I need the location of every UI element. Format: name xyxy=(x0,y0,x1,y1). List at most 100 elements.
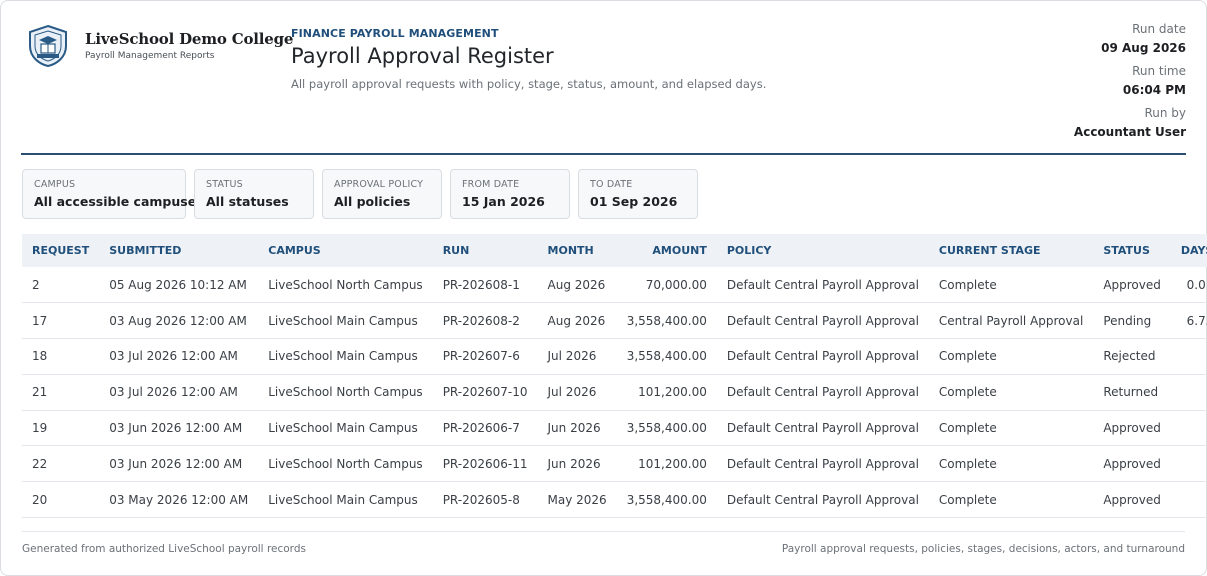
table-cell: LiveSchool North Campus xyxy=(258,267,433,304)
table-cell: Rejected xyxy=(1093,338,1171,375)
table-cell: Complete xyxy=(928,374,1094,411)
table-row: 17 03 Aug 2026 12:00 AM LiveSchool Main Ca… xyxy=(22,302,1207,340)
college-crest-icon xyxy=(29,24,67,68)
table-cell: Complete xyxy=(928,338,1094,375)
filter-value: All statuses xyxy=(206,194,289,209)
filter-value: All policies xyxy=(334,194,411,209)
table-cell: 18 xyxy=(22,338,100,375)
table-cell: PR-202606-11 xyxy=(432,445,538,483)
col-campus: CAMPUS xyxy=(268,244,321,257)
header-divider xyxy=(21,153,1186,155)
run-time-value: 06:04 PM xyxy=(1122,83,1186,97)
filter-label: STATUS xyxy=(206,179,243,190)
table-cell: 101,200.00 xyxy=(616,445,717,483)
table-cell: Default Central Payroll Approval xyxy=(716,374,929,411)
table-cell: Complete xyxy=(928,481,1094,519)
table-cell: Complete xyxy=(928,267,1094,304)
table-cell: Jul 2026 xyxy=(537,374,617,411)
table-cell: Jul 2026 xyxy=(537,338,617,375)
filter-from-date: FROM DATE 15 Jan 2026 xyxy=(450,169,570,219)
table-cell: 1 xyxy=(1170,445,1207,483)
run-date-value: 09 Aug 2026 xyxy=(1101,41,1186,55)
table-cell: LiveSchool North Campus xyxy=(258,374,433,411)
table-cell: PR-202607-10 xyxy=(432,374,538,411)
run-by-label: Run by xyxy=(1144,106,1186,120)
table-cell: Default Central Payroll Approval xyxy=(716,481,929,519)
table-cell: Approved xyxy=(1093,267,1171,304)
table-cell: LiveSchool North Campus xyxy=(258,445,433,483)
table-row: 19 03 Jun 2026 12:00 AM LiveSchool Main Ca… xyxy=(22,410,1207,447)
table-cell: 101,200.00 xyxy=(616,374,717,411)
table-cell: 22 xyxy=(22,445,100,483)
table-header-row: REQUEST SUBMITTED CAMPUS RUN MONTH AMOUN… xyxy=(22,234,1207,267)
report-kicker: FINANCE PAYROLL MANAGEMENT xyxy=(291,27,499,40)
run-time-label: Run time xyxy=(1132,64,1186,78)
footer-divider xyxy=(22,531,1185,532)
table-cell: Complete xyxy=(928,445,1094,483)
filter-value: 15 Jan 2026 xyxy=(462,194,545,209)
table-cell: 70,000.00 xyxy=(616,267,717,304)
footer-source-note: Generated from authorized LiveSchool pay… xyxy=(22,543,306,555)
col-amount: AMOUNT xyxy=(652,244,707,257)
table-cell: Pending xyxy=(1093,302,1171,340)
table-row: 22 03 Jun 2026 12:00 AM LiveSchool North C… xyxy=(22,445,1207,483)
footer-scope-note: Payroll approval requests, policies, sta… xyxy=(781,543,1185,555)
table-cell: 03 Aug 2026 12:00 AM xyxy=(99,302,259,340)
table-cell: 3,558,400.00 xyxy=(616,410,717,447)
col-current-stage: CURRENT STAGE xyxy=(938,244,1041,257)
table-row: 18 03 Jul 2026 12:00 AM LiveSchool Main Ca… xyxy=(22,338,1207,375)
table-cell: LiveSchool Main Campus xyxy=(258,302,433,340)
table-cell: PR-202605-8 xyxy=(432,481,538,519)
table-cell: 2 xyxy=(22,267,100,304)
col-month: MONTH xyxy=(547,244,594,257)
filter-summary: CAMPUS All accessible campuses STATUS Al… xyxy=(22,169,698,219)
table-cell: Default Central Payroll Approval xyxy=(716,445,929,483)
filter-campus: CAMPUS All accessible campuses xyxy=(22,169,204,219)
table-cell: Jun 2026 xyxy=(537,410,617,447)
table-cell: 3,558,400.00 xyxy=(616,481,717,519)
table-cell: LiveSchool Main Campus xyxy=(258,481,433,519)
col-policy: POLICY xyxy=(726,244,772,257)
table-cell: Jun 2026 xyxy=(537,445,617,483)
table-cell: Complete xyxy=(928,410,1094,447)
filter-value: All accessible campuses xyxy=(34,194,204,209)
table-row: 20 03 May 2026 12:00 AM LiveSchool Main Ca… xyxy=(22,481,1207,519)
table-cell: 1 xyxy=(1170,374,1207,411)
table-cell: May 2026 xyxy=(537,481,617,519)
table-cell: 03 Jun 2026 12:00 AM xyxy=(99,410,259,447)
table-cell: 6.75 xyxy=(1170,302,1207,340)
table-cell: 1 xyxy=(1170,481,1207,519)
filter-value: 01 Sep 2026 xyxy=(590,194,678,209)
table-cell: Approved xyxy=(1093,445,1171,483)
table-cell: 03 May 2026 12:00 AM xyxy=(99,481,259,519)
table-cell: 20 xyxy=(22,481,100,519)
filter-status: STATUS All statuses xyxy=(194,169,314,219)
table-cell: Approved xyxy=(1093,481,1171,519)
table-cell: 21 xyxy=(22,374,100,411)
table-cell: PR-202608-1 xyxy=(432,267,538,304)
table-body: 2 05 Aug 2026 10:12 AM LiveSchool North Ca… xyxy=(22,267,1207,519)
table-row: 2 05 Aug 2026 10:12 AM LiveSchool North Ca… xyxy=(22,267,1207,304)
table-cell: Default Central Payroll Approval xyxy=(716,302,929,340)
col-run: RUN xyxy=(442,244,470,257)
table-cell: 19 xyxy=(22,410,100,447)
table-cell: 05 Aug 2026 10:12 AM xyxy=(99,267,259,304)
col-submitted: SUBMITTED xyxy=(109,244,182,257)
col-days: DAYS xyxy=(1180,244,1207,257)
table-cell: Default Central Payroll Approval xyxy=(716,410,929,447)
table-cell: LiveSchool Main Campus xyxy=(258,410,433,447)
table-cell: 03 Jun 2026 12:00 AM xyxy=(99,445,259,483)
table-cell: Default Central Payroll Approval xyxy=(716,338,929,375)
table-cell: Returned xyxy=(1093,374,1171,411)
table-cell: 3,558,400.00 xyxy=(616,302,717,340)
filter-approval-policy: APPROVAL POLICY All policies xyxy=(322,169,442,219)
table-cell: 03 Jul 2026 12:00 AM xyxy=(99,374,259,411)
filter-label: CAMPUS xyxy=(34,179,76,190)
table-cell: Aug 2026 xyxy=(537,302,617,340)
report-header: LiveSchool Demo College Payroll Manageme… xyxy=(21,21,1186,151)
table-cell: LiveSchool Main Campus xyxy=(258,338,433,375)
institution-subtitle: Payroll Management Reports xyxy=(85,51,215,61)
table-cell: 0.01 xyxy=(1170,267,1207,304)
col-status: STATUS xyxy=(1103,244,1150,257)
